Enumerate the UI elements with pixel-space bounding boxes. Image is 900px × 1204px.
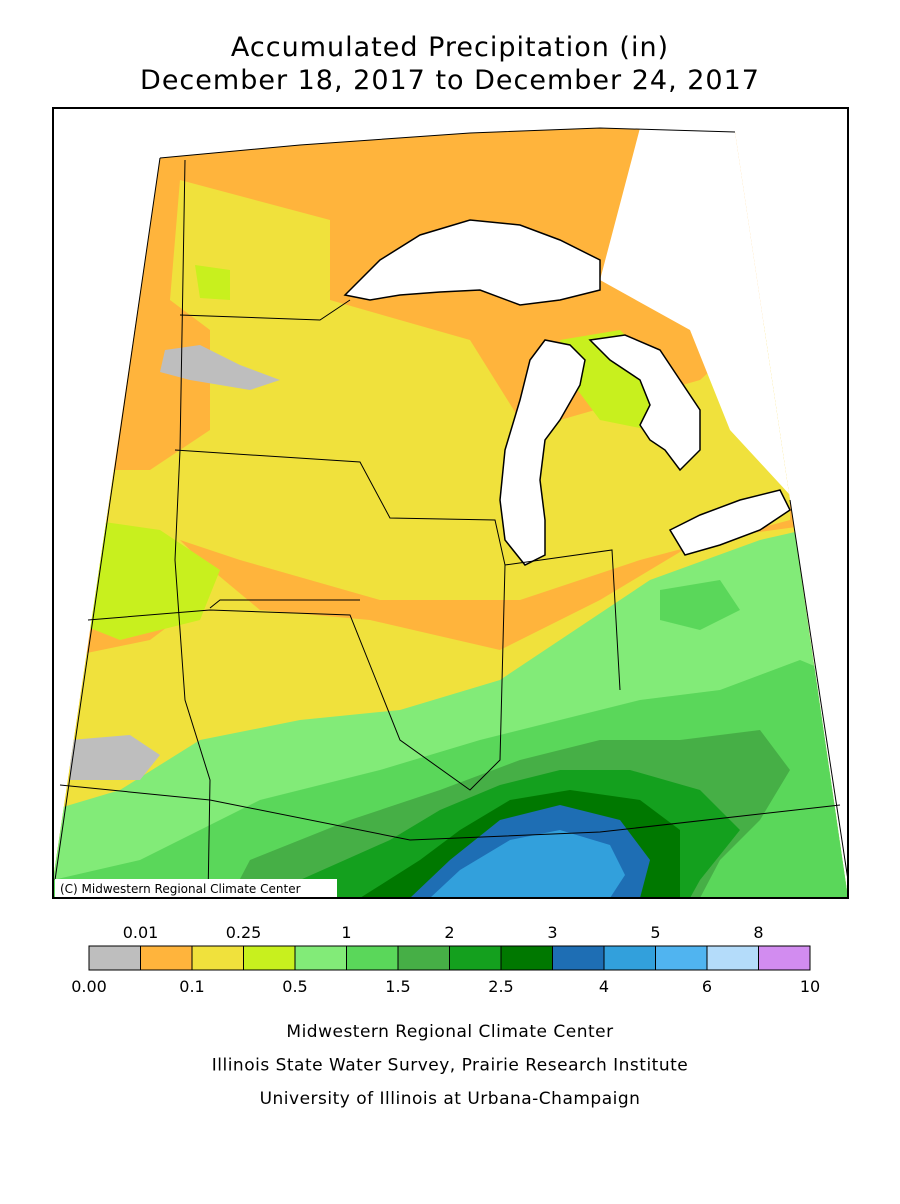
legend-swatch <box>88 945 141 971</box>
legend-swatch <box>243 945 296 971</box>
legend-swatch <box>191 945 244 971</box>
legend-label: 6 <box>702 977 712 996</box>
legend-label: 0.00 <box>71 977 107 996</box>
legend: 0.00 0.01 0.1 0.25 0.5 1 1.5 2 2.5 3 4 5 6 8 10 <box>71 923 820 996</box>
legend-label: 0.5 <box>282 977 307 996</box>
legend-swatch <box>294 945 347 971</box>
boundaries <box>54 127 849 899</box>
legend-label: 0.1 <box>179 977 204 996</box>
legend-swatch <box>758 945 811 971</box>
legend-swatch <box>603 945 656 971</box>
legend-label: 0.01 <box>123 923 159 942</box>
legend-swatch <box>140 945 193 971</box>
legend-swatch <box>655 945 708 971</box>
legend-label: 2.5 <box>488 977 513 996</box>
copyright-box <box>55 879 337 897</box>
legend-swatch <box>449 945 502 971</box>
legend-label: 0.25 <box>226 923 262 942</box>
map-frame <box>52 107 849 899</box>
credit-line: Illinois State Water Survey, Prairie Res… <box>212 1056 688 1076</box>
legend-label: 2 <box>444 923 454 942</box>
legend-label: 3 <box>547 923 557 942</box>
legend-swatch <box>706 945 759 971</box>
legend-swatch <box>397 945 450 971</box>
legend-swatch <box>346 945 399 971</box>
credit-line: University of Illinois at Urbana-Champai… <box>260 1089 641 1109</box>
subtitle: December 18, 2017 to December 24, 2017 <box>140 65 760 96</box>
legend-label: 1 <box>341 923 351 942</box>
legend-label: 10 <box>800 977 820 996</box>
copyright: (C) Midwestern Regional Climate Center <box>60 882 301 896</box>
precip-field <box>53 128 848 898</box>
title: Accumulated Precipitation (in) <box>231 32 669 63</box>
legend-label: 5 <box>650 923 660 942</box>
legend-swatch <box>500 945 553 971</box>
credits: Midwestern Regional Climate Center Illino… <box>212 1022 688 1109</box>
legend-label: 1.5 <box>385 977 410 996</box>
credit-line: Midwestern Regional Climate Center <box>286 1022 613 1042</box>
legend-swatch <box>552 945 605 971</box>
legend-label: 4 <box>599 977 609 996</box>
legend-label: 8 <box>753 923 763 942</box>
